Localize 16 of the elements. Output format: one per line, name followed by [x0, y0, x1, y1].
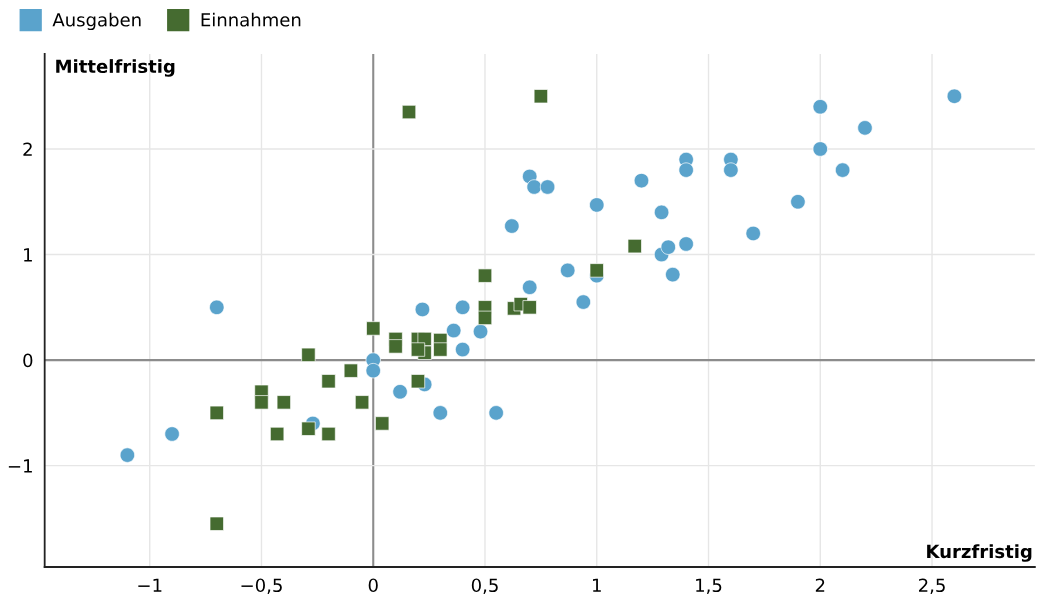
x-tick-label: −1	[138, 578, 162, 592]
x-tick-label: −0,5	[241, 578, 282, 594]
x-tick-label: 2,5	[918, 578, 945, 594]
x-axis-title: Kurzfristig	[927, 544, 1032, 562]
x-tick-label: 2	[815, 578, 825, 592]
y-tick-label: −1	[8, 459, 32, 473]
y-tick-label: 1	[24, 248, 32, 262]
x-tick-label: 0	[368, 578, 378, 593]
y-tick-label: 0	[23, 353, 33, 368]
legend-label: Ausgaben	[52, 12, 141, 31]
y-axis-title: Mittelfristig	[56, 59, 175, 77]
y-tick-label: 2	[23, 142, 32, 156]
legend-label: Einnahmen	[201, 12, 301, 27]
x-tick-label: 1	[593, 578, 601, 592]
x-tick-label: 1,5	[696, 578, 722, 594]
x-tick-label: 0,5	[471, 578, 498, 594]
